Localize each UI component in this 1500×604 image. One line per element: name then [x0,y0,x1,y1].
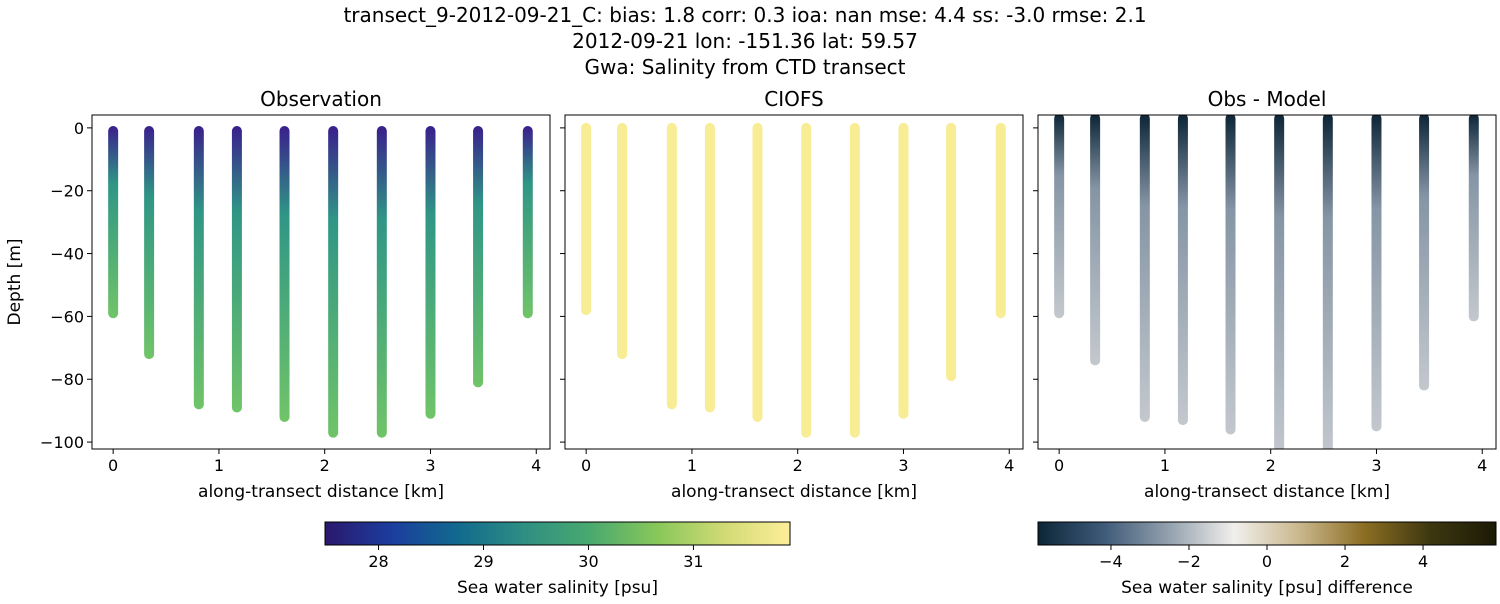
y-axis-label: Depth [m] [5,238,25,325]
panel-title: Obs - Model [1208,87,1327,111]
station-profile [279,126,290,422]
colorbar-tick-label: −2 [1177,552,1201,571]
colorbar-label: Sea water salinity [psu] [457,578,658,598]
x-axis-label: along-transect distance [km] [198,482,444,502]
station-profile [849,122,860,438]
panel-title: CIOFS [764,87,823,111]
station-profile [231,126,242,413]
x-tick-label: 2 [1266,456,1276,475]
station-profile [144,126,155,360]
station-profile [666,122,677,410]
station-profile [617,122,628,360]
y-tick-label: 0 [74,119,84,138]
station-profile [376,126,387,438]
colorbar-tick-label: 31 [683,552,703,571]
station-profile [801,122,812,438]
colorbar-tick-label: 30 [578,552,598,571]
figure-subtitle: Gwa: Salinity from CTD transect [585,55,906,79]
colorbar-tick-label: 2 [1340,552,1350,571]
x-axis-label: along-transect distance [km] [1144,482,1390,502]
panel-title: Observation [260,87,382,111]
station-profile [1225,115,1236,435]
figure-title: transect_9-2012-09-21_C: bias: 1.8 corr:… [343,3,1146,27]
x-tick-label: 1 [1160,456,1170,475]
station-profile [995,122,1006,319]
colorbar-tick-label: 28 [368,552,388,571]
station-profile [1468,115,1479,322]
station-profile [328,126,339,438]
plot-frame [564,114,1024,450]
x-tick-label: 4 [1004,456,1014,475]
station-profile [581,122,592,316]
colorbar-tick-label: 4 [1418,552,1428,571]
colorbar [1037,521,1497,546]
station-profile [1322,115,1333,449]
y-tick-label: −20 [50,182,84,201]
colorbar-tick-label: −4 [1099,552,1123,571]
station-profile [1139,115,1150,422]
x-tick-label: 4 [1477,456,1487,475]
colorbar [324,521,791,546]
x-tick-label: 1 [687,456,697,475]
station-profile [1177,115,1188,426]
x-axis-label: along-transect distance [km] [671,482,917,502]
station-profile [898,122,909,419]
x-tick-label: 3 [425,456,435,475]
colorbar-tick-label: 29 [473,552,493,571]
station-profile [704,122,715,413]
x-tick-label: 2 [793,456,803,475]
colorbar-label: Sea water salinity [psu] difference [1121,578,1413,598]
x-tick-label: 0 [108,456,118,475]
station-profile [1371,115,1382,432]
station-profile [522,126,533,319]
stations [581,122,1006,438]
station-profile [1090,115,1101,366]
colorbar-tick-label: 0 [1262,552,1272,571]
station-profile [1274,115,1285,449]
plot-frame [1037,114,1497,450]
figure-subtitle: 2012-09-21 lon: -151.36 lat: 59.57 [572,29,918,53]
station-profile [1054,115,1065,319]
station-profile [1419,115,1430,391]
station-profile [193,126,204,410]
y-tick-label: −60 [50,307,84,326]
y-tick-label: −100 [40,433,84,452]
y-tick-label: −40 [50,245,84,264]
station-profile [946,122,957,382]
stations [1054,115,1479,449]
x-tick-label: 1 [214,456,224,475]
station-profile [473,126,484,388]
station-profile [425,126,436,419]
stations [108,126,533,438]
station-profile [752,122,763,422]
x-tick-label: 3 [1371,456,1381,475]
x-tick-label: 3 [898,456,908,475]
x-tick-label: 0 [1054,456,1064,475]
y-tick-label: −80 [50,370,84,389]
x-tick-label: 4 [531,456,541,475]
plot-frame [91,114,551,450]
x-tick-label: 2 [320,456,330,475]
x-tick-label: 0 [581,456,591,475]
station-profile [108,126,119,319]
